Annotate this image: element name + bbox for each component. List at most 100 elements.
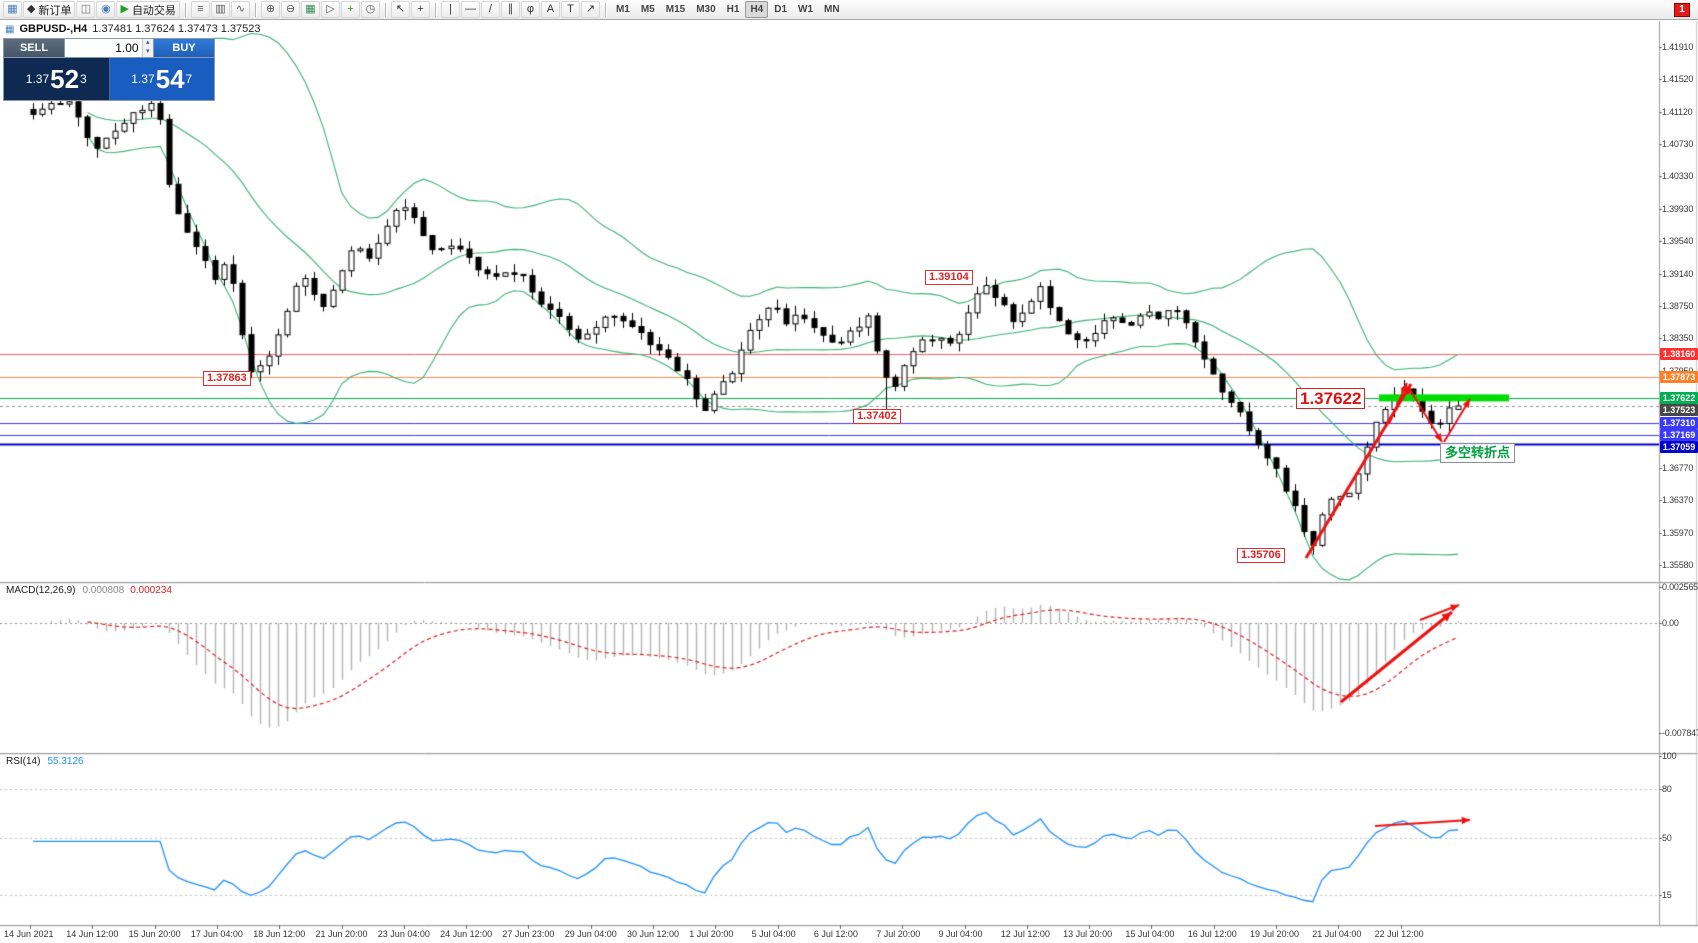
chart-context-icon[interactable]: ▦ <box>5 23 15 35</box>
timeframe-w1[interactable]: W1 <box>798 4 814 15</box>
new-order-button-label: 新订单 <box>38 4 72 17</box>
channel-icon-icon: ∥ <box>507 3 514 15</box>
price-annotation[interactable]: 1.35706 <box>1237 548 1285 563</box>
arrows-icon[interactable]: ↗ <box>580 1 600 18</box>
sell-price-button[interactable]: 1.37 52 3 <box>4 58 109 100</box>
market-watch-icon[interactable]: ◉ <box>96 1 116 18</box>
timeframe-h4[interactable]: H4 <box>745 1 769 18</box>
rsi-label: RSI(14) <box>6 756 41 767</box>
vertical-line-icon[interactable]: | <box>440 1 460 18</box>
toolbar-separator <box>254 2 256 17</box>
vertical-line-icon-icon: | <box>449 3 452 15</box>
timeframe-h1[interactable]: H1 <box>726 4 740 15</box>
macd-value-main: 0.000808 <box>82 585 125 596</box>
timeframe-m1[interactable]: M1 <box>615 4 630 15</box>
bar-chart-icon-icon: ≡ <box>197 3 204 15</box>
horizontal-line-icon-icon: — <box>464 3 476 15</box>
add-indicator-icon[interactable]: + <box>340 1 360 18</box>
volume-input[interactable] <box>65 39 142 57</box>
periods-icon-icon: ◷ <box>365 3 376 15</box>
autotrading-button[interactable]: ▶ 自动交易 <box>116 1 180 18</box>
fibonacci-icon[interactable]: φ <box>520 1 540 18</box>
trendline-icon-icon: / <box>488 3 492 15</box>
crosshair-icon[interactable]: + <box>410 1 430 18</box>
candlestick-chart-icon-icon: ▥ <box>215 3 226 15</box>
new-order-button[interactable]: ◆ 新订单 <box>23 1 76 18</box>
trendline-icon[interactable]: / <box>480 1 500 18</box>
macd-label-row: MACD(12,26,9) 0.000808 0.000234 <box>6 585 172 596</box>
chart-shift-icon-icon: ▷ <box>326 3 335 15</box>
text-icon[interactable]: A <box>540 1 560 18</box>
sell-price-prefix: 1.37 <box>25 72 50 86</box>
crosshair-icon-icon: + <box>417 3 424 15</box>
zoom-out-icon-icon: ⊖ <box>285 3 296 15</box>
volume-decrease-button[interactable]: ▾ <box>146 48 150 55</box>
autotrading-icon: ▶ <box>120 3 129 15</box>
toolbar-separator <box>434 2 436 17</box>
price-annotation[interactable]: 1.39104 <box>925 270 973 285</box>
label-icon[interactable]: T <box>560 1 580 18</box>
main-toolbar: ▦ ◆ 新订单 ◫ ◉ ▶ 自动交易 ≡ ▥ ∿ ⊕ ⊖ ▦ ▷ + ◷ ↖ + | — / ∥ φ A T ↗ M1 M5 M15 M3… <box>0 0 1698 20</box>
price-annotation[interactable]: 1.37402 <box>853 409 901 424</box>
chart-window-icon-icon: ▦ <box>7 3 18 15</box>
timeframe-m30[interactable]: M30 <box>696 4 716 15</box>
chart-profiles-icon[interactable]: ◫ <box>76 1 96 18</box>
arrows-icon-icon: ↗ <box>585 3 596 15</box>
cursor-icon[interactable]: ↖ <box>390 1 410 18</box>
zoom-in-icon[interactable]: ⊕ <box>260 1 280 18</box>
chart-shift-icon[interactable]: ▷ <box>320 1 340 18</box>
add-indicator-icon-icon: + <box>347 3 354 15</box>
sell-button[interactable]: SELL <box>4 39 64 57</box>
line-chart-icon[interactable]: ∿ <box>230 1 250 18</box>
turning-point-annotation[interactable]: 多空转折点 <box>1440 443 1516 463</box>
toolbar-separator <box>184 2 186 17</box>
cursor-icon-icon: ↖ <box>395 3 406 15</box>
autotrading-button-label: 自动交易 <box>131 4 176 17</box>
chart-window-icon[interactable]: ▦ <box>3 1 22 18</box>
price-annotation[interactable]: 1.37622 <box>1296 388 1366 409</box>
toolbar-separator <box>384 2 386 17</box>
volume-increase-button[interactable]: ▴ <box>146 39 150 46</box>
buy-price-big: 54 <box>155 64 185 94</box>
zoom-out-icon[interactable]: ⊖ <box>280 1 300 18</box>
channel-icon[interactable]: ∥ <box>500 1 520 18</box>
volume-stepper: ▴ ▾ <box>141 39 153 57</box>
periods-icon[interactable]: ◷ <box>360 1 380 18</box>
bar-chart-icon[interactable]: ≡ <box>190 1 210 18</box>
macd-value-signal: 0.000234 <box>130 585 172 596</box>
rsi-label-row: RSI(14) 55.3126 <box>6 756 84 767</box>
text-icon-icon: A <box>546 3 555 15</box>
timeframe-mn[interactable]: MN <box>824 4 840 15</box>
sell-price-big: 52 <box>50 64 80 94</box>
buy-button[interactable]: BUY <box>154 39 214 57</box>
price-annotation[interactable]: 1.37863 <box>203 371 251 386</box>
notification-badge[interactable]: 1 <box>1674 3 1690 17</box>
candlestick-chart-icon[interactable]: ▥ <box>210 1 230 18</box>
rsi-value: 55.3126 <box>47 756 84 767</box>
buy-price-button[interactable]: 1.37 54 7 <box>108 58 214 100</box>
timeframe-m15[interactable]: M15 <box>665 4 686 15</box>
chart-title: ▦ GBPUSD-,H4 1.37481 1.37624 1.37473 1.3… <box>5 23 261 35</box>
zoom-in-icon-icon: ⊕ <box>265 3 276 15</box>
chart-profiles-icon-icon: ◫ <box>80 3 92 15</box>
toolbar-separator <box>604 2 606 17</box>
label-icon-icon: T <box>567 3 574 15</box>
buy-price-prefix: 1.37 <box>131 72 155 86</box>
line-chart-icon-icon: ∿ <box>235 3 246 15</box>
timeframe-m5[interactable]: M5 <box>640 4 655 15</box>
buy-price-sup: 7 <box>185 72 193 86</box>
sell-price-sup: 3 <box>80 72 87 86</box>
chart-title-symbol: GBPUSD-,H4 <box>19 23 88 35</box>
timeframe-d1[interactable]: D1 <box>774 4 788 15</box>
horizontal-line-icon[interactable]: — <box>460 1 480 18</box>
market-watch-icon-icon: ◉ <box>101 3 111 15</box>
new-order-icon: ◆ <box>27 3 36 15</box>
macd-label: MACD(12,26,9) <box>6 585 76 596</box>
chart-title-ohlc: 1.37481 1.37624 1.37473 1.37523 <box>92 23 261 35</box>
one-click-trade-panel: SELL ▴ ▾ BUY 1.37 52 3 1.37 54 7 <box>3 38 215 101</box>
tile-windows-icon[interactable]: ▦ <box>300 1 320 18</box>
tile-windows-icon-icon: ▦ <box>305 3 316 15</box>
fibonacci-icon-icon: φ <box>526 3 534 15</box>
